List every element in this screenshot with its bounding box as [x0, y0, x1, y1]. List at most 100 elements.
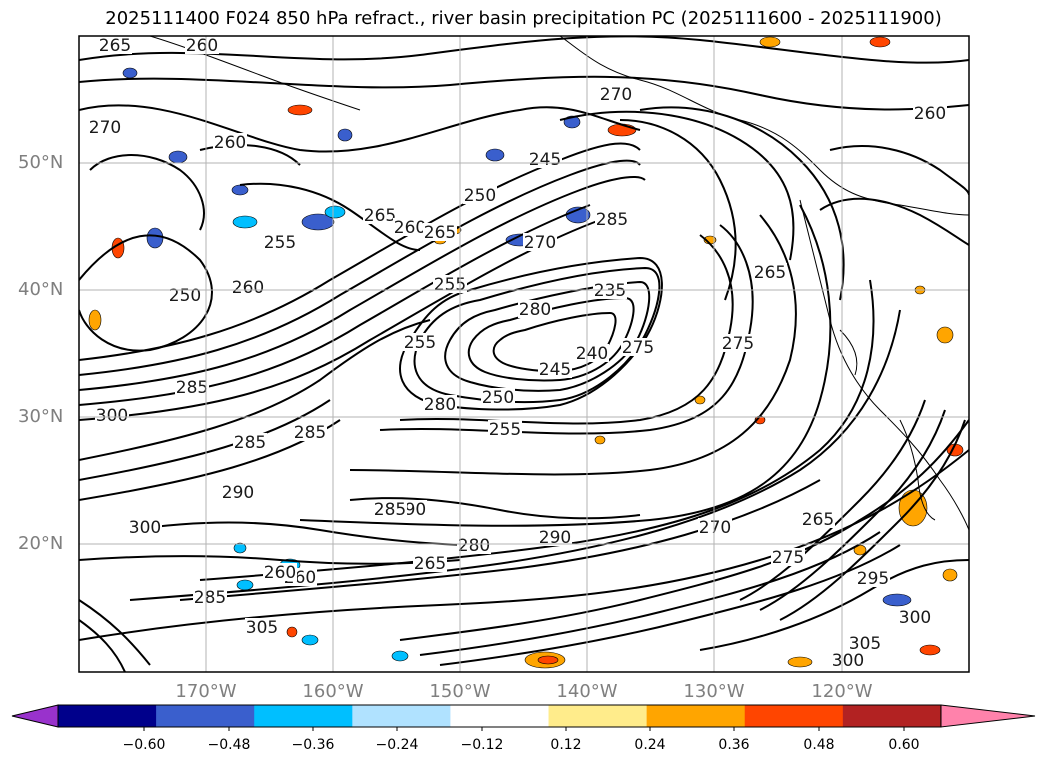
contour-label-13: 265	[423, 223, 457, 243]
contour-label-33: 280	[457, 536, 491, 556]
lon-label-120w: 120°W	[811, 681, 873, 702]
contour-label-46: 285	[193, 588, 227, 608]
contour-label-3: 260	[913, 104, 947, 124]
coastline-4	[149, 36, 361, 111]
contour-line-5	[79, 159, 641, 376]
svg-text:265: 265	[414, 554, 446, 574]
contour-label-9: 260	[393, 218, 427, 238]
contour-label-36: 285	[373, 500, 407, 520]
contour-label-0: 265	[98, 36, 132, 56]
map-title: 2025111400 F024 850 hPa refract., river …	[105, 8, 942, 29]
contour-label-27: 300	[95, 406, 129, 426]
lat-label-40n: 40°N	[18, 279, 64, 300]
precip-blob-4	[231, 184, 249, 196]
contour-line-29	[739, 399, 926, 601]
contour-label-26: 285	[293, 423, 327, 443]
colorbar-extend-high	[940, 704, 1036, 728]
precip-blob-25	[286, 626, 298, 638]
contour-label-28: 285	[175, 378, 209, 398]
contour-line-44	[79, 619, 126, 672]
contour-label-23: 285	[595, 210, 629, 230]
precip-blob-5	[168, 150, 188, 164]
contour-label-6: 245	[528, 150, 562, 170]
contour-line-6	[79, 176, 646, 391]
precip-blob-21	[882, 593, 912, 607]
colorbar-bin-6	[646, 705, 746, 727]
precip-blob-28	[594, 435, 606, 445]
contour-line-25	[399, 419, 969, 641]
contour-label-16: 235	[593, 281, 627, 301]
colorbar-tick-label-8: 0.48	[803, 737, 835, 753]
contour-label-8: 265	[363, 206, 397, 226]
svg-text:260: 260	[186, 36, 218, 56]
svg-text:255: 255	[434, 275, 466, 295]
contour-line-30	[759, 409, 946, 611]
contour-label-5: 260	[213, 133, 247, 153]
precip-blob-3	[232, 215, 258, 229]
contour-label-31: 285	[233, 433, 267, 453]
precip-blob-10	[337, 128, 353, 142]
colorbar-tick-label-7: 0.36	[718, 737, 750, 753]
svg-text:285: 285	[176, 378, 208, 398]
contour-label-18: 240	[575, 344, 609, 364]
contour-line-34	[639, 106, 845, 301]
contour-label-34: 290	[538, 528, 572, 548]
contour-line-38	[79, 555, 461, 565]
graticule	[79, 36, 969, 672]
svg-text:285: 285	[374, 500, 406, 520]
contour-line-8	[79, 219, 601, 421]
svg-text:270: 270	[524, 233, 556, 253]
map-frame	[78, 35, 970, 673]
colorbar-tick-label-3: −0.24	[375, 737, 419, 753]
contour-line-23	[179, 479, 821, 601]
contour-line-1	[79, 75, 969, 111]
contour-line-21	[199, 279, 875, 581]
contour-label-25: 265	[753, 263, 787, 283]
contour-label-40: 275	[771, 548, 805, 568]
svg-text:240: 240	[576, 344, 608, 364]
colorbar-tick-label-1: −0.48	[207, 737, 251, 753]
svg-text:265: 265	[99, 36, 131, 56]
coastline-2	[839, 329, 858, 376]
svg-text:275: 275	[772, 548, 804, 568]
svg-text:265: 265	[754, 263, 786, 283]
contour-label-42: 300	[898, 608, 932, 628]
contour-line-40	[89, 154, 205, 231]
lon-label-170w: 170°W	[175, 681, 237, 702]
svg-text:300: 300	[96, 406, 128, 426]
colorbar-tick-label-9: 0.60	[888, 737, 920, 753]
svg-text:270: 270	[600, 85, 632, 105]
lat-label-50n: 50°N	[18, 152, 64, 173]
precip-blob-2	[146, 227, 164, 249]
svg-text:250: 250	[482, 388, 514, 408]
contour-line-9	[79, 319, 431, 461]
contour-label-43: 305	[848, 634, 882, 654]
colorbar-bin-7	[744, 705, 844, 727]
coastline-1	[799, 199, 969, 531]
svg-text:270: 270	[699, 518, 731, 538]
precip-blob-12	[287, 104, 313, 116]
contour-label-41: 295	[856, 569, 890, 589]
precip-blob-35	[236, 579, 254, 591]
contour-line-32	[559, 110, 795, 261]
lat-label-30n: 30°N	[18, 406, 64, 427]
precip-blob-41	[942, 568, 958, 582]
contour-line-28	[699, 559, 969, 651]
contour-line-26	[419, 531, 881, 656]
contour-line-0	[79, 36, 969, 64]
svg-text:280: 280	[519, 300, 551, 320]
svg-text:280: 280	[458, 536, 490, 556]
svg-text:235: 235	[594, 281, 626, 301]
colorbar-bin-5	[548, 705, 648, 727]
contour-label-4: 270	[88, 118, 122, 138]
svg-text:285: 285	[234, 433, 266, 453]
contour-line-33	[619, 119, 737, 301]
svg-text:265: 265	[802, 510, 834, 530]
colorbar-tick-label-6: 0.24	[634, 737, 666, 753]
lon-label-150w: 150°W	[429, 681, 491, 702]
contour-label-10: 255	[263, 233, 297, 253]
precip-blob-17	[869, 36, 891, 48]
